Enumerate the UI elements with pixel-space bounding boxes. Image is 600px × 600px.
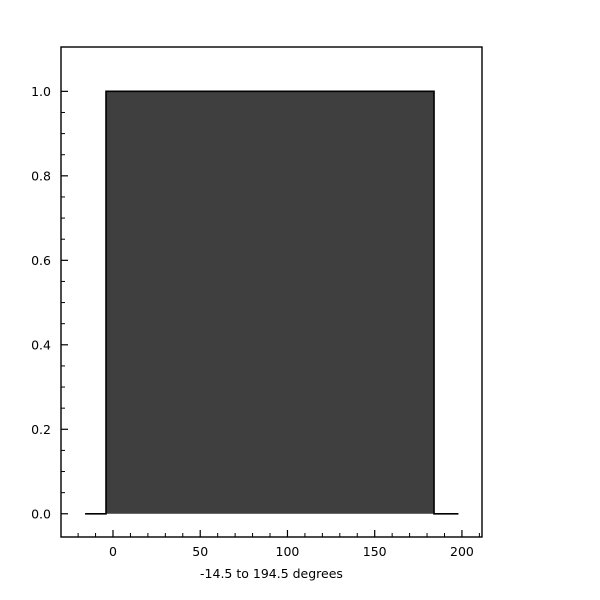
- y-tick-label: 0.4: [31, 337, 51, 352]
- y-tick-label: 1.0: [31, 84, 51, 99]
- y-tick-label: 0.8: [31, 168, 51, 183]
- y-tick-label: 0.0: [31, 506, 51, 521]
- x-axis-label: -14.5 to 194.5 degrees: [200, 566, 343, 581]
- x-tick-label: 50: [192, 544, 208, 559]
- bar-series: [106, 91, 435, 514]
- step-outline: [85, 90, 459, 515]
- x-axis-major-ticks: [112, 530, 463, 537]
- y-axis-major-ticks: [61, 90, 68, 515]
- y-tick-label: 0.2: [31, 422, 51, 437]
- bar-outline: [85, 90, 459, 515]
- x-tick-label: 150: [363, 544, 387, 559]
- x-tick-label: 100: [276, 544, 300, 559]
- axes-spines: [60, 46, 483, 538]
- x-tick-label: 0: [109, 544, 117, 559]
- y-tick-label: 0.6: [31, 253, 51, 268]
- x-axis-tick-labels: 0 50 100 150 200: [109, 544, 474, 559]
- y-axis-tick-labels: 0.0 0.2 0.4 0.6 0.8 1.0: [31, 84, 51, 521]
- bar: [106, 91, 435, 514]
- x-tick-label: 200: [450, 544, 474, 559]
